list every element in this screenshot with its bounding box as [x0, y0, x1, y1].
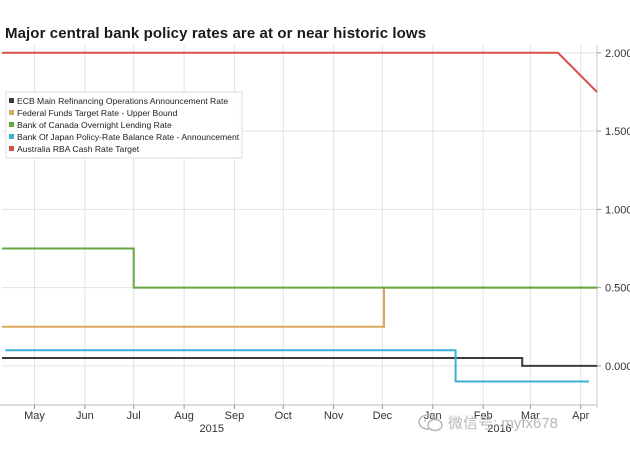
x-tick-label: Mar — [521, 410, 540, 422]
chart-title: Major central bank policy rates are at o… — [5, 25, 427, 42]
legend-swatch — [9, 98, 14, 103]
watermark: 微信号: myfx678 — [418, 412, 558, 433]
y-tick-label: 1.500 — [605, 126, 630, 138]
x-tick-label: Nov — [324, 410, 344, 422]
axes — [0, 45, 598, 408]
legend-swatch — [9, 110, 14, 115]
legend: ECB Main Refinancing Operations Announce… — [5, 91, 243, 159]
y-tick-label: 1.000 — [605, 204, 630, 216]
series-line-ecb-main-refinancing-operations-announcement-rate — [2, 357, 597, 367]
watermark-text: 微信号: myfx678 — [448, 415, 559, 432]
series-line-australia-rba-cash-rate-target — [2, 51, 598, 93]
legend-label: Bank of Canada Overnight Lending Rate — [17, 120, 172, 130]
x-tick-label: Apr — [572, 410, 589, 422]
x-tick-label: Oct — [275, 410, 292, 422]
x-tick-label: Jul — [127, 410, 141, 422]
legend-swatch — [9, 134, 14, 139]
x-tick-label: Aug — [174, 410, 194, 422]
x-tick-label: Dec — [373, 410, 393, 422]
legend-swatch — [9, 122, 14, 127]
y-tick-label: 0.000 — [605, 361, 630, 373]
x-tick-label: May — [24, 410, 45, 422]
x-year-label: 2016 — [487, 423, 511, 435]
x-tick-labels: May Jun Jul Aug Sep Oct Nov Dec Jan Feb Mar Apr2015… — [24, 405, 590, 435]
legend-label: Federal Funds Target Rate - Upper Bound — [17, 108, 178, 118]
y-tick-labels: 2.000 1.500 1.000 0.500 0.000 — [597, 48, 630, 373]
y-tick-label: 2.000 — [605, 48, 630, 60]
series-lines — [2, 51, 598, 383]
y-tick-label: 0.500 — [605, 283, 630, 295]
legend-swatch — [9, 146, 14, 151]
x-year-label: 2015 — [199, 423, 223, 435]
legend-box — [5, 91, 243, 159]
series-line-bank-of-canada-overnight-lending-rate — [2, 247, 597, 289]
x-tick-label: Feb — [474, 410, 493, 422]
wechat-icon — [418, 413, 443, 431]
legend-label: Australia RBA Cash Rate Target — [17, 144, 140, 154]
series-line-federal-funds-target-rate-upper-bound — [2, 286, 597, 328]
x-tick-label: Sep — [225, 410, 245, 422]
legend-label: ECB Main Refinancing Operations Announce… — [17, 96, 228, 106]
x-tick-label: Jun — [76, 410, 94, 422]
legend-label: Bank Of Japan Policy-Rate Balance Rate -… — [17, 132, 240, 142]
series-line-bank-of-japan-policy-rate-balance-rate-announcement — [5, 349, 589, 383]
